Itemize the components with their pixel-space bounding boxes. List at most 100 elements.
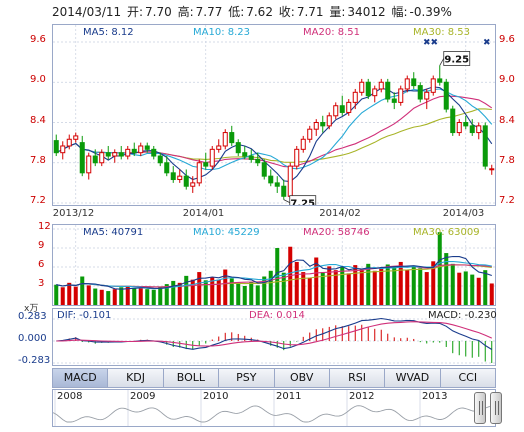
volume-bar <box>457 272 462 305</box>
candle <box>456 119 462 136</box>
candle <box>196 159 202 187</box>
volume-bar <box>171 280 176 305</box>
quote-change-label: 幅: <box>391 5 408 19</box>
candle <box>118 145 124 160</box>
x-tick-label: 2014/01 <box>182 208 225 219</box>
navigator-line <box>53 405 493 423</box>
navigator-chart <box>53 390 493 426</box>
candle <box>248 149 254 163</box>
price-panel[interactable]: 7.25 9.25 MA5: 8.12 MA10: 8.23 MA20: 8.51… <box>52 24 496 206</box>
tab-obv[interactable]: OBV <box>274 368 330 388</box>
macd-chart <box>53 317 495 364</box>
candle <box>79 135 85 177</box>
timeline-navigator[interactable]: 2008 2009 2010 2011 2012 2013 <box>52 389 496 427</box>
candle <box>216 139 222 153</box>
candle <box>430 75 436 96</box>
navigator-right-handle[interactable] <box>490 392 502 424</box>
quote-close-label: 收: <box>278 5 295 19</box>
candle <box>346 99 352 116</box>
volume-bar <box>444 253 449 305</box>
macd-value-legend: MACD: -0.230 <box>428 310 497 321</box>
candle <box>482 122 488 170</box>
zoom-in-icon[interactable]: ✖✖ <box>423 38 439 48</box>
volume-bar <box>392 267 397 305</box>
volume-tick: 6 <box>38 259 45 270</box>
candle <box>261 159 267 180</box>
candle <box>73 132 79 143</box>
x-tick-label: 2013/12 <box>52 208 95 219</box>
volume-bar <box>229 278 234 305</box>
volume-bar <box>73 286 78 305</box>
candle <box>170 166 176 183</box>
volume-bar <box>424 272 429 305</box>
tab-wvad[interactable]: WVAD <box>385 368 441 388</box>
tab-macd[interactable]: MACD <box>52 368 109 388</box>
macd-panel[interactable]: DIF: -0.101 DEA: 0.014 MACD: -0.230 <box>52 308 497 366</box>
candle <box>437 65 443 86</box>
volume-bar <box>333 270 338 305</box>
candle <box>365 78 371 100</box>
price-tick-left: 8.4 <box>30 114 46 126</box>
volume-bar <box>216 279 221 305</box>
tab-rsi[interactable]: RSI <box>329 368 386 388</box>
candle <box>255 152 261 167</box>
candle <box>424 88 430 110</box>
volume-panel[interactable]: MA5: 40791 MA10: 45229 MA20: 58746 MA30:… <box>52 224 496 306</box>
macd-tick: 0.283 <box>18 311 47 322</box>
volume-bar <box>106 291 111 305</box>
volume-bar <box>203 280 208 305</box>
candle <box>372 85 378 103</box>
volume-bar <box>307 277 312 305</box>
volume-bar <box>255 285 260 305</box>
volume-bar <box>301 272 306 305</box>
volume-chart <box>53 225 495 305</box>
tab-boll[interactable]: BOLL <box>163 368 220 388</box>
quote-volume-label: 量: <box>329 5 346 19</box>
volume-ma20-legend: MA20: 58746 <box>303 227 370 238</box>
volume-ma10-legend: MA10: 45229 <box>193 227 260 238</box>
candle <box>404 75 410 93</box>
volume-bar <box>132 287 137 305</box>
tab-kdj[interactable]: KDJ <box>108 368 164 388</box>
volume-bar <box>359 269 364 305</box>
zoom-out-icon[interactable]: ✖ <box>483 38 491 48</box>
volume-bar <box>86 285 91 305</box>
dea-line <box>56 321 493 347</box>
volume-bar <box>223 269 228 305</box>
price-tick-left: 9.0 <box>30 74 46 86</box>
price-ma10-legend: MA10: 8.23 <box>193 27 251 38</box>
candle <box>476 122 482 140</box>
price-tick-right: 7.8 <box>499 154 515 166</box>
volume-bar <box>346 273 351 305</box>
candle <box>320 115 326 133</box>
price-tick-left: 9.6 <box>30 34 46 45</box>
volume-bar <box>125 286 130 305</box>
volume-bar <box>190 279 195 305</box>
tab-cci[interactable]: CCI <box>440 368 496 388</box>
candle <box>385 78 391 103</box>
candle <box>398 85 404 106</box>
candle <box>144 142 150 153</box>
volume-bar <box>437 232 442 305</box>
indicator-tabs: MACD KDJ BOLL PSY OBV RSI WVAD CCI <box>52 368 496 388</box>
volume-bar <box>249 282 254 305</box>
volume-bar <box>242 286 247 305</box>
candle <box>177 169 183 183</box>
navigator-year-label: 2010 <box>203 391 229 402</box>
annotation-label: 7.25 <box>290 199 315 205</box>
candle <box>359 78 365 96</box>
candle <box>274 176 280 193</box>
candle <box>86 152 92 180</box>
volume-bar <box>99 289 104 305</box>
navigator-left-handle[interactable] <box>474 392 486 424</box>
volume-bar <box>314 257 319 305</box>
volume-bar <box>236 282 241 305</box>
volume-bar <box>327 266 332 305</box>
navigator-year-label: 2013 <box>422 391 448 402</box>
tab-psy[interactable]: PSY <box>219 368 275 388</box>
candle <box>339 95 345 116</box>
price-tick-right: 9.0 <box>499 74 515 86</box>
price-ma30-legend: MA30: 8.53 <box>413 27 471 38</box>
volume-bar <box>405 269 410 305</box>
candle <box>164 156 170 177</box>
